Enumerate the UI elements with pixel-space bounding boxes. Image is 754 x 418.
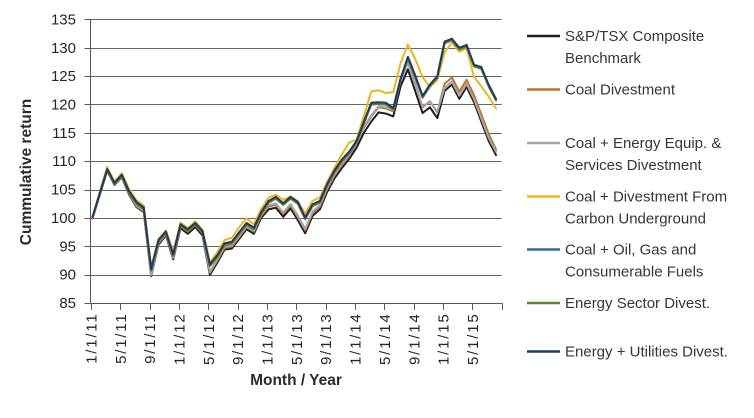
svg-text:Coal + Divestment From: Coal + Divestment From — [565, 189, 727, 206]
svg-text:105: 105 — [51, 182, 76, 199]
svg-text:1/1/11: 1/1/11 — [84, 313, 101, 364]
svg-text:Cummulative return: Cummulative return — [18, 99, 35, 245]
svg-text:125: 125 — [51, 68, 76, 85]
svg-text:5/1/15: 5/1/15 — [465, 313, 482, 366]
svg-text:135: 135 — [51, 11, 76, 28]
svg-text:5/1/12: 5/1/12 — [201, 313, 218, 366]
svg-text:9/1/12: 9/1/12 — [230, 313, 247, 366]
svg-text:1/1/14: 1/1/14 — [348, 313, 365, 366]
svg-text:85: 85 — [59, 295, 76, 312]
svg-text:9/1/11: 9/1/11 — [142, 313, 159, 364]
svg-text:90: 90 — [59, 267, 76, 284]
svg-text:5/1/11: 5/1/11 — [113, 313, 130, 364]
svg-text:Benchmark: Benchmark — [565, 50, 641, 67]
svg-text:Consumerable Fuels: Consumerable Fuels — [565, 264, 703, 281]
svg-text:5/1/13: 5/1/13 — [289, 313, 306, 366]
svg-text:100: 100 — [51, 210, 76, 227]
svg-text:Services Divestment: Services Divestment — [565, 157, 703, 174]
svg-text:Month / Year: Month / Year — [250, 372, 342, 389]
svg-text:5/1/14: 5/1/14 — [377, 313, 394, 366]
svg-text:115: 115 — [52, 125, 76, 142]
svg-text:110: 110 — [52, 153, 76, 170]
svg-text:95: 95 — [59, 238, 76, 255]
svg-text:9/1/14: 9/1/14 — [406, 313, 423, 366]
svg-text:Coal + Oil, Gas and: Coal + Oil, Gas and — [565, 242, 696, 259]
svg-text:Energy Sector Divest.: Energy Sector Divest. — [565, 295, 710, 312]
svg-text:130: 130 — [51, 40, 76, 57]
svg-text:1/1/15: 1/1/15 — [436, 313, 453, 366]
svg-text:9/1/13: 9/1/13 — [318, 313, 335, 366]
svg-text:1/1/13: 1/1/13 — [260, 313, 277, 366]
svg-text:120: 120 — [51, 97, 76, 114]
svg-text:Carbon Underground: Carbon Underground — [565, 211, 706, 228]
svg-text:Coal + Energy Equip. &: Coal + Energy Equip. & — [565, 135, 721, 152]
svg-text:Energy + Utilities Divest.: Energy + Utilities Divest. — [565, 344, 728, 361]
svg-text:1/1/12: 1/1/12 — [172, 313, 189, 366]
svg-text:Coal Divestment: Coal Divestment — [565, 82, 676, 99]
svg-text:S&P/TSX Composite: S&P/TSX Composite — [565, 28, 704, 45]
